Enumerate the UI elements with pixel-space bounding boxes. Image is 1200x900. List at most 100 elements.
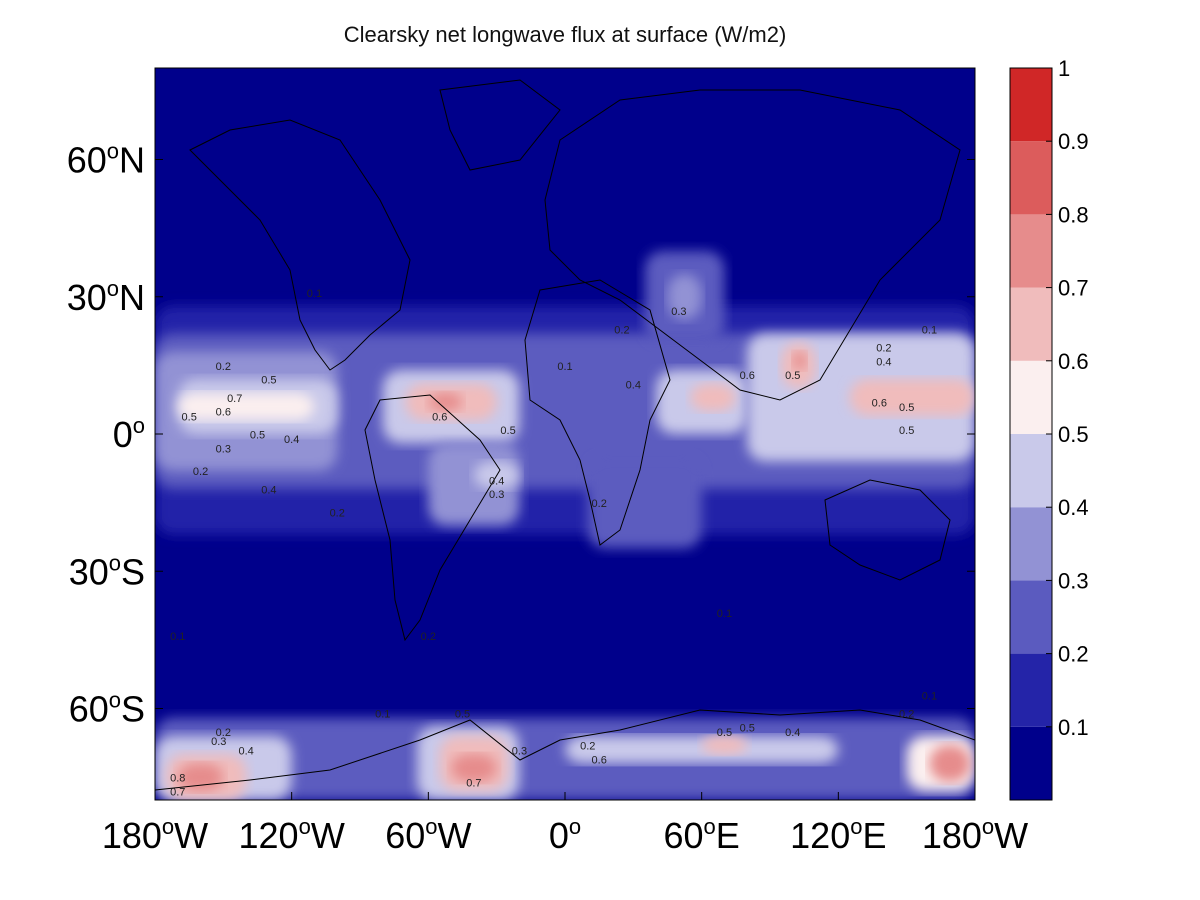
coast-africa: [524, 279, 671, 546]
contour-label-33: 0.7: [170, 786, 185, 798]
x-tick-label-6: 180oW: [922, 814, 1028, 856]
contour-label-42: 0.2: [899, 709, 914, 721]
chart-title: Clearsky net longwave flux at surface (W…: [343, 22, 787, 47]
contour-label-4: 0.5: [261, 375, 276, 387]
x-tick-label-0: 180oW: [102, 814, 208, 856]
colorbar-label-6: 0.7: [1058, 276, 1089, 301]
colorbar-segment-5: [1010, 360, 1052, 434]
contour-label-12: 0.6: [432, 411, 447, 423]
contour-label-3: 0.7: [227, 393, 242, 405]
contour-label-28: 0.1: [922, 324, 937, 336]
contour-label-47: 0.1: [170, 631, 185, 643]
field-region-5: [177, 392, 315, 421]
field-region-14: [667, 273, 702, 320]
field-region-28: [701, 735, 748, 755]
contour-label-20: 0.6: [740, 370, 755, 382]
contour-label-11: 0.2: [330, 507, 345, 519]
contour-label-31: 0.4: [238, 745, 253, 757]
contour-label-41: 0.4: [785, 727, 800, 739]
colorbar-segment-0: [1010, 726, 1052, 800]
contour-label-1: 0.2: [216, 361, 231, 373]
contour-label-5: 0.5: [182, 411, 197, 423]
colorbar-label-0: 0.1: [1058, 715, 1089, 740]
flux-field: [155, 68, 975, 800]
colorbar-label-3: 0.4: [1058, 495, 1089, 520]
contour-label-17: 0.3: [671, 306, 686, 318]
colorbar-segment-9: [1010, 68, 1052, 142]
coast-greenland: [439, 79, 561, 171]
contour-label-26: 0.5: [899, 425, 914, 437]
colorbar-segment-3: [1010, 507, 1052, 581]
x-tick-label-5: 120oE: [790, 814, 886, 856]
contour-label-29: 0.2: [216, 727, 231, 739]
coastlines: [155, 79, 975, 791]
colorbar-label-7: 0.8: [1058, 202, 1089, 227]
contour-label-16: 0.2: [592, 498, 607, 510]
contour-label-45: 0.2: [421, 631, 436, 643]
contour-label-46: 0.1: [717, 608, 732, 620]
contour-label-44: 0.1: [375, 709, 390, 721]
contour-label-40: 0.5: [740, 722, 755, 734]
contour-label-21: 0.5: [785, 370, 800, 382]
colorbar: 0.1 0.2 0.3 0.4 0.5 0.6 0.7 0.8 0.9 1: [1009, 56, 1089, 801]
field-region-19: [587, 456, 702, 549]
colorbar-label-5: 0.6: [1058, 349, 1089, 374]
contour-label-18: 0.2: [614, 324, 629, 336]
colorbar-label-2: 0.3: [1058, 568, 1089, 593]
contour-label-23: 0.4: [876, 356, 891, 368]
y-tick-label-0: 60oN: [67, 139, 145, 181]
x-tick-label-2: 60oW: [385, 814, 471, 856]
y-tick-label-4: 60oS: [69, 688, 145, 730]
colorbar-label-9: 1: [1058, 56, 1070, 81]
coast-south-america: [364, 394, 501, 642]
contour-label-15: 0.3: [489, 489, 504, 501]
contour-label-43: 0.1: [922, 690, 937, 702]
contour-label-19: 0.4: [626, 379, 641, 391]
contour-label-0: 0.1: [307, 288, 322, 300]
contour-label-6: 0.3: [216, 443, 231, 455]
colorbar-segment-8: [1010, 141, 1052, 215]
coast-eurasia: [544, 89, 961, 401]
colorbar-segment-6: [1010, 287, 1052, 361]
field-region-30: [929, 745, 971, 782]
contour-label-13: 0.5: [500, 425, 515, 437]
y-tick-label-2: 0o: [113, 413, 145, 455]
x-tick-label-1: 120oW: [239, 814, 345, 856]
contour-label-39: 0.5: [717, 727, 732, 739]
colorbar-segment-7: [1010, 214, 1052, 288]
colorbar-label-1: 0.2: [1058, 642, 1089, 667]
colorbar-label-4: 0.5: [1058, 422, 1089, 447]
contour-label-38: 0.6: [592, 754, 607, 766]
contour-label-7: 0.5: [250, 430, 265, 442]
coast-antarctica: [155, 709, 975, 791]
y-axis: 60oN 30oN 0o 30oS 60oS: [67, 139, 975, 730]
contour-label-25: 0.5: [899, 402, 914, 414]
colorbar-label-8: 0.9: [1058, 129, 1089, 154]
x-axis: 180oW 120oW 60oW 0o 60oE 120oE 180oW: [102, 792, 1028, 856]
contour-label-36: 0.3: [512, 745, 527, 757]
coast-north-america: [189, 119, 411, 371]
contour-label-9: 0.2: [193, 466, 208, 478]
x-tick-label-3: 0o: [549, 814, 581, 856]
contour-label-30: 0.3: [211, 736, 226, 748]
colorbar-segment-2: [1010, 580, 1052, 654]
contour-labels: 0.10.20.60.70.50.50.30.5 0.40.20.40.20.60…: [170, 288, 937, 799]
contour-label-37: 0.2: [580, 741, 595, 753]
coast-australia: [824, 479, 951, 581]
contour-label-24: 0.6: [872, 398, 887, 410]
contour-label-22: 0.2: [876, 343, 891, 355]
colorbar-segment-1: [1010, 653, 1052, 727]
contour-label-34: 0.5: [455, 709, 470, 721]
contour-label-32: 0.8: [170, 773, 185, 785]
y-tick-label-1: 30oN: [67, 276, 145, 318]
colorbar-segment-4: [1010, 434, 1052, 508]
contour-label-35: 0.7: [466, 777, 481, 789]
field-region-12: [690, 383, 736, 412]
contour-label-14: 0.4: [489, 475, 504, 487]
field-region-27: [565, 735, 839, 764]
contour-label-10: 0.4: [261, 484, 276, 496]
contour-label-2: 0.6: [216, 407, 231, 419]
x-tick-label-4: 60oE: [664, 814, 740, 856]
field-region-17: [792, 351, 807, 370]
